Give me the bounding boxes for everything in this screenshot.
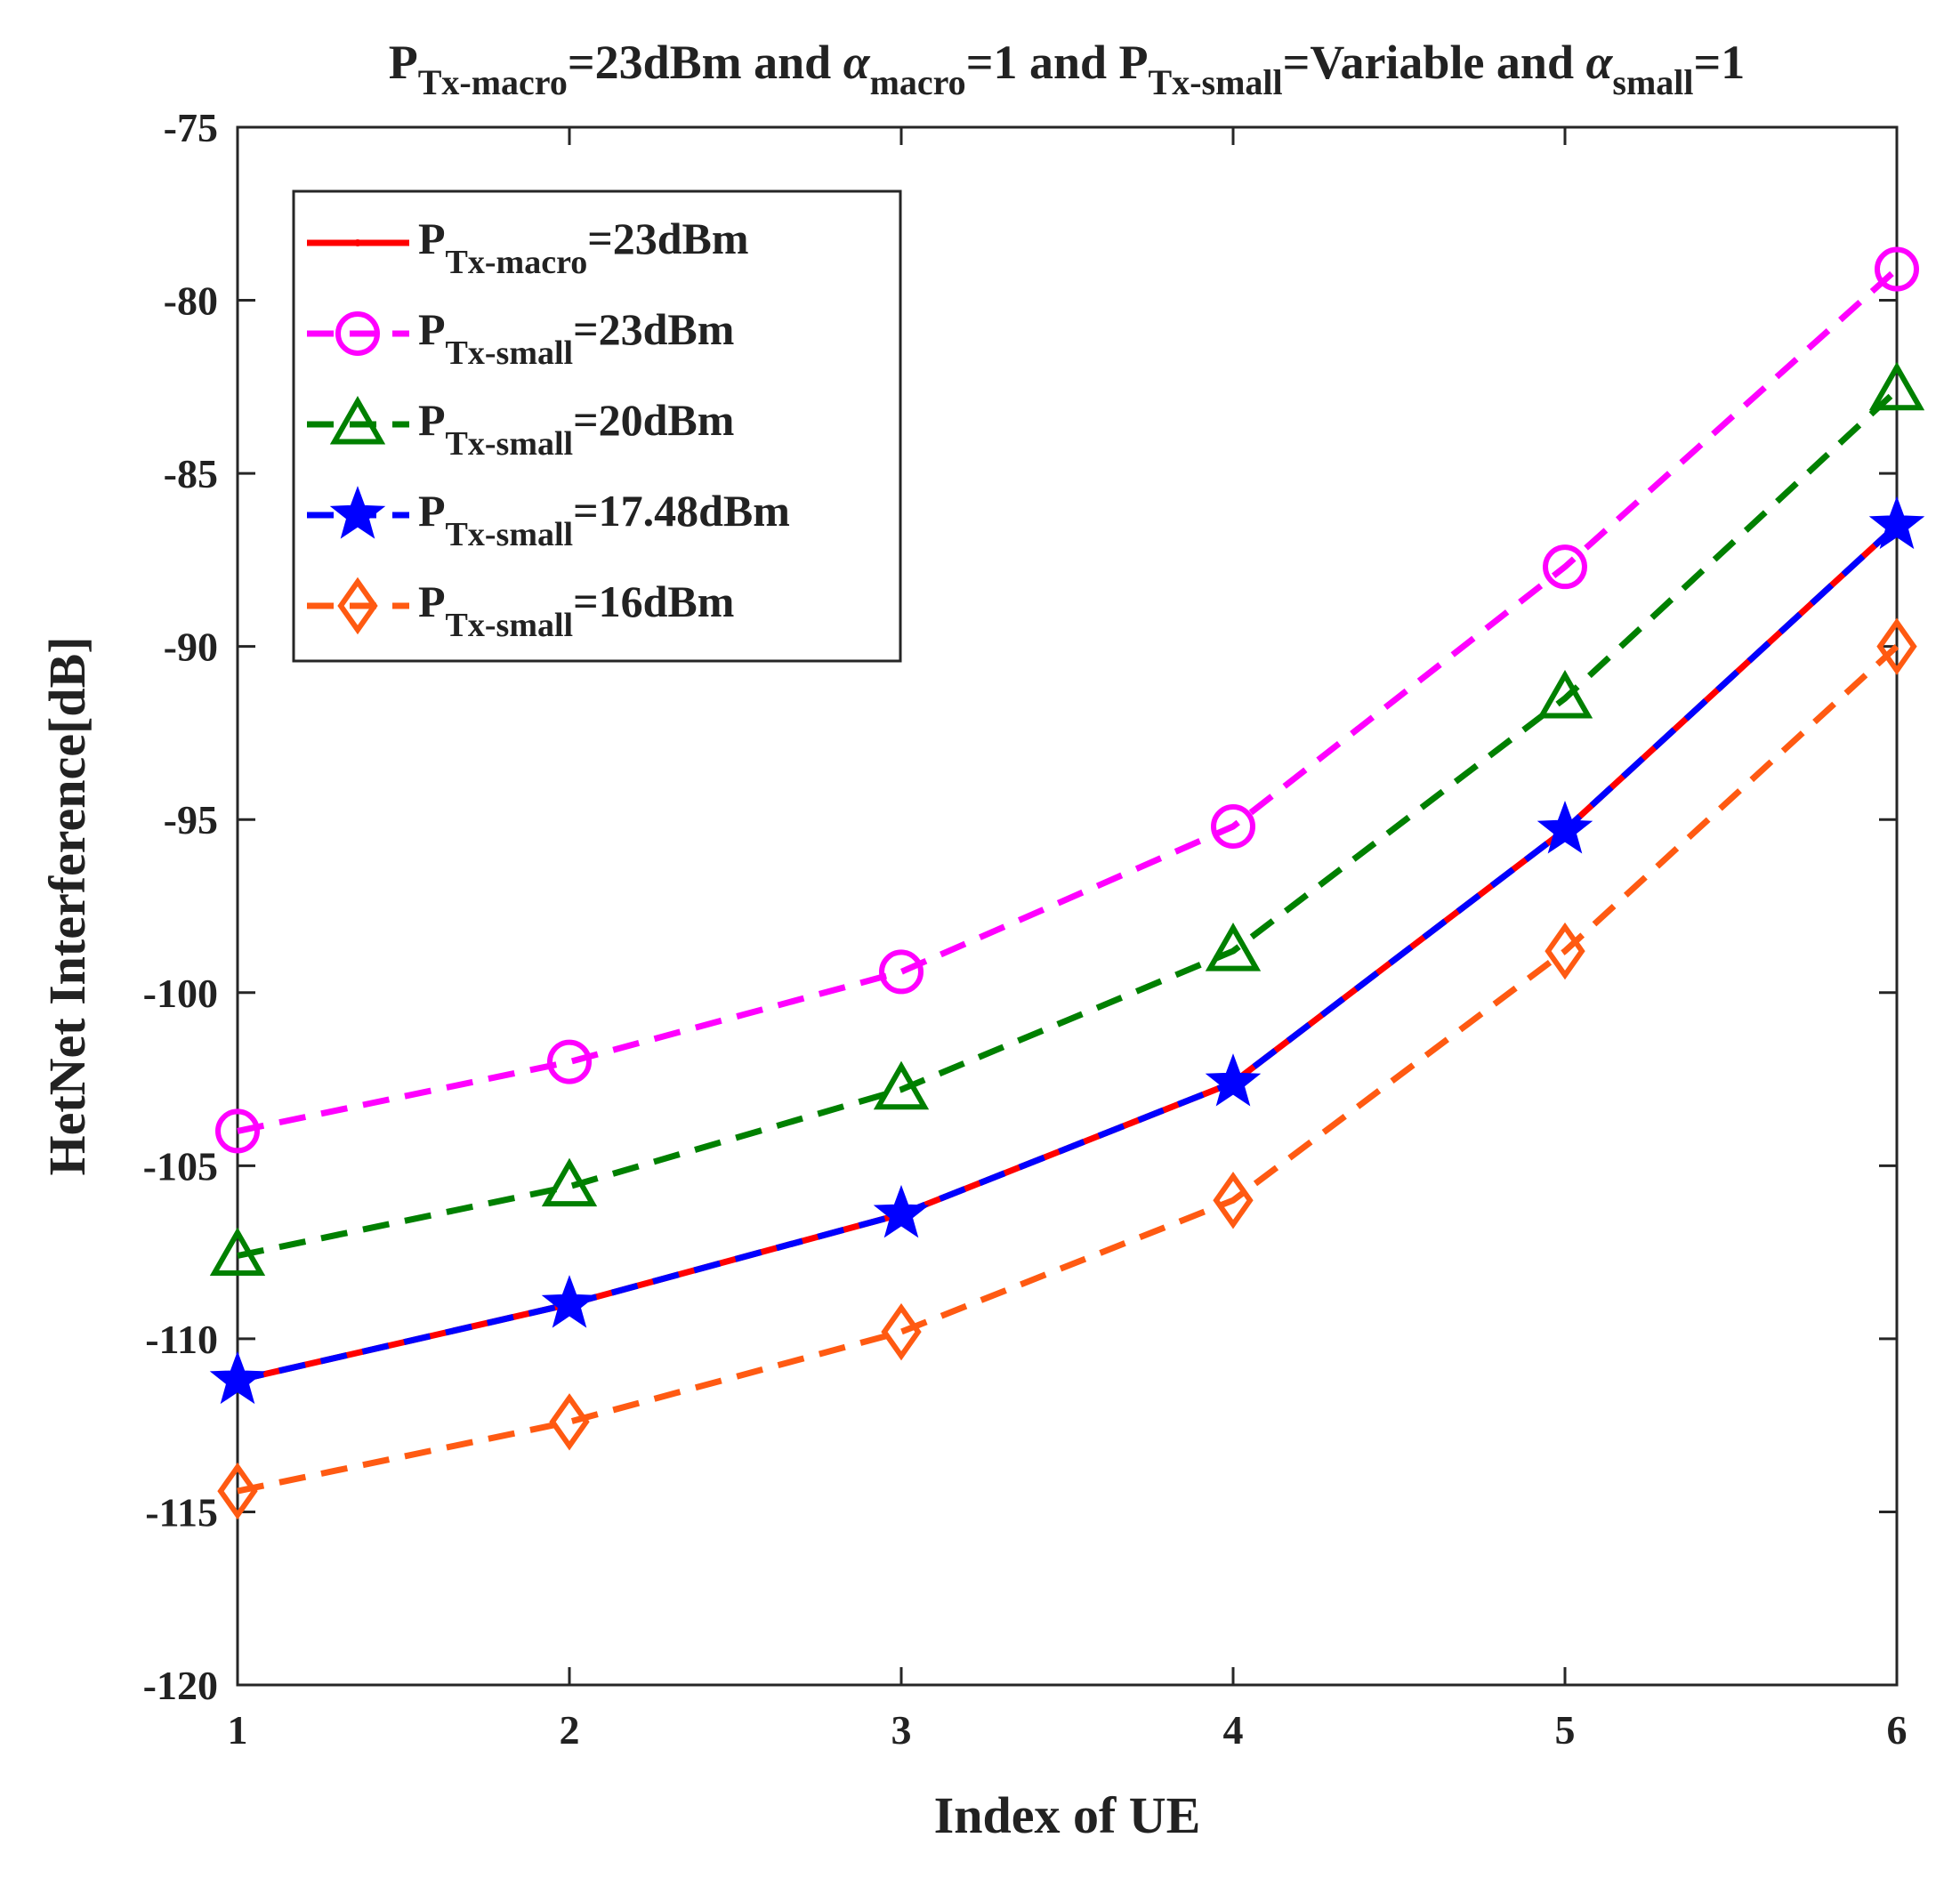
x-axis-label: Index of UE (934, 1786, 1201, 1844)
series-line (237, 644, 1900, 1495)
chart-title-part: α (843, 36, 871, 89)
series-line (237, 522, 1900, 1383)
chart-title-part: P (389, 36, 418, 89)
chart-title-group: PTx-macro=23dBm and αmacro=1 and PTx-sma… (389, 36, 1746, 102)
legend-label-main: P (418, 395, 446, 445)
legend-label-sub: Tx-small (446, 425, 574, 463)
legend-label-sub: Tx-macro (446, 244, 588, 281)
y-tick-label: -105 (143, 1143, 218, 1189)
data-point-star (1537, 801, 1593, 854)
x-tick-label: 1 (228, 1707, 248, 1753)
series-line (237, 266, 1900, 1134)
legend-label: PTx-small=20dBm (418, 395, 734, 463)
x-tick-label: 3 (891, 1707, 912, 1753)
y-axis-label: HetNet Interference[dB] (38, 636, 96, 1175)
legend-label-sub: Tx-small (446, 516, 574, 553)
y-tick-label: -75 (164, 105, 218, 150)
legend-label-value: =23dBm (587, 214, 748, 263)
data-point-triangle (1537, 669, 1593, 719)
x-tick-label: 4 (1223, 1707, 1244, 1753)
legend-entry: PTx-small=20dBm (307, 395, 734, 463)
legend-entry: PTx-small=17.48dBm (307, 486, 790, 553)
legend: PTx-macro=23dBmPTx-small=23dBmPTx-small=… (292, 189, 902, 663)
series-line (237, 388, 1900, 1259)
chart-title-part: =Variable and (1283, 36, 1586, 89)
data-point-triangle (1868, 361, 1925, 411)
data-point-circle (1875, 246, 1919, 292)
legend-marker-triangle (329, 395, 386, 445)
y-tick-label: -85 (164, 451, 218, 496)
data-point-star (541, 1275, 598, 1328)
y-tick-label: -115 (145, 1489, 218, 1535)
data-point-triangle (541, 1157, 598, 1207)
data-point-star (1205, 1053, 1262, 1107)
chart-title-part: =23dBm and (568, 36, 843, 89)
data-point-triangle (209, 1227, 266, 1277)
legend-label: PTx-small=23dBm (418, 304, 734, 372)
data-point-circle (547, 1039, 592, 1084)
legend-label-main: P (418, 486, 446, 536)
data-point-circle (879, 949, 924, 995)
data-point-triangle (873, 1060, 930, 1110)
series-diamond (217, 617, 1917, 1520)
chart-title-part: =1 and P (966, 36, 1149, 89)
chart-title-part: macro (870, 62, 966, 102)
x-tick-label: 5 (1555, 1707, 1576, 1753)
data-point-star (209, 1350, 266, 1405)
y-tick-label: -100 (143, 971, 218, 1016)
legend-marker-diamond (337, 576, 378, 635)
series-star (209, 496, 1925, 1405)
legend-label-value: =23dBm (573, 304, 734, 354)
legend-marker-star (329, 486, 386, 539)
chart-title-part: =1 (1694, 36, 1746, 89)
data-point-diamond (881, 1302, 922, 1361)
chart-title-part: α (1586, 36, 1614, 89)
data-point-star (873, 1184, 930, 1238)
y-tick-label: -90 (164, 625, 218, 670)
chart-title: PTx-macro=23dBm and αmacro=1 and PTx-sma… (389, 36, 1746, 102)
data-point-circle (215, 1108, 260, 1154)
data-point-diamond (1545, 922, 1585, 980)
series-circle (215, 246, 1919, 1154)
legend-label-main: P (418, 576, 446, 626)
legend-marker-circle (335, 311, 380, 356)
legend-label-main: P (418, 304, 446, 354)
data-point-diamond (217, 1462, 258, 1520)
data-point-diamond (1876, 617, 1917, 675)
data-point-star (1868, 496, 1925, 550)
y-tick-label: -110 (145, 1317, 218, 1362)
legend-label-value: =20dBm (573, 395, 734, 445)
series-triangle (209, 361, 1925, 1277)
chart-title-part: small (1612, 62, 1693, 102)
legend-label: PTx-macro=23dBm (418, 214, 749, 281)
legend-label-value: =17.48dBm (573, 486, 790, 536)
legend-label-main: P (418, 214, 446, 263)
legend-label: PTx-small=17.48dBm (418, 486, 790, 553)
legend-label-sub: Tx-small (446, 334, 574, 372)
legend-label-sub: Tx-small (446, 607, 574, 644)
chart-title-part: Tx-macro (418, 62, 568, 102)
y-tick-label: -120 (143, 1663, 218, 1708)
legend-entry: PTx-small=16dBm (307, 576, 734, 644)
data-point-diamond (549, 1393, 590, 1451)
y-tick-label: -80 (164, 278, 218, 324)
legend-entry: PTx-macro=23dBm (307, 214, 749, 281)
data-point-circle (1543, 544, 1587, 590)
data-point-circle (1211, 804, 1255, 850)
legend-label-value: =16dBm (573, 576, 734, 626)
legend-entry: PTx-small=23dBm (307, 304, 734, 372)
data-point-diamond (1213, 1172, 1254, 1229)
x-tick-label: 6 (1887, 1707, 1908, 1753)
legend-label: PTx-small=16dBm (418, 576, 734, 644)
data-point-triangle (1205, 923, 1262, 971)
chart-title-part: Tx-small (1149, 62, 1283, 102)
series-group (209, 246, 1925, 1520)
legend-marker-dot (354, 239, 361, 246)
axes: -120 -115 -110 -105 -100 -95 -90 -85 -80 -75 1 2 3 4 5… (38, 105, 1908, 1844)
y-tick-label: -95 (164, 797, 218, 842)
plot-area-frame (236, 125, 1899, 1687)
x-tick-label: 2 (560, 1707, 580, 1753)
